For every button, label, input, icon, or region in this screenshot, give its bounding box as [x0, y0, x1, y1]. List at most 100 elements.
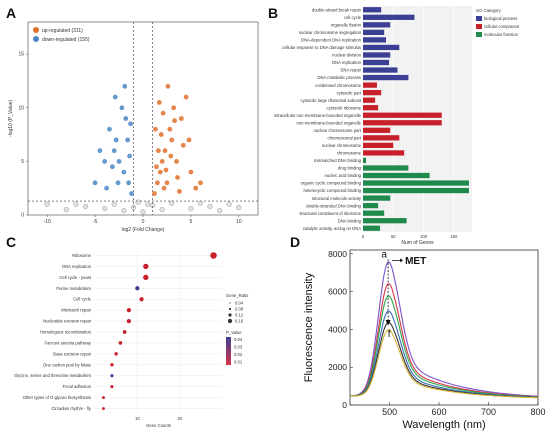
go-bar: [363, 14, 415, 20]
go-bar: [363, 187, 469, 194]
pathway-label: Purine metabolism: [56, 286, 91, 291]
x-tick-label: 20: [177, 416, 182, 421]
volcano-point: [156, 100, 162, 105]
pathway-label: Other types of O-glycan biosynthesis: [23, 395, 91, 400]
go-term-label: DNA replication: [332, 60, 362, 65]
color-legend-bar: [226, 337, 231, 365]
go-term-label: structural molecule activity: [312, 196, 362, 201]
volcano-point: [188, 169, 194, 175]
color-legend-label: 0.04: [234, 337, 243, 342]
go-bar: [363, 52, 391, 58]
go-bar: [363, 97, 376, 103]
volcano-point: [168, 153, 174, 159]
y-tick-label: 0: [21, 213, 24, 219]
x-tick-label: 50: [391, 234, 396, 239]
panel-letter-a: A: [6, 5, 16, 21]
go-term-label: drug binding: [338, 166, 362, 171]
legend-label: molecular function: [484, 32, 519, 37]
volcano-point: [157, 169, 163, 175]
kegg-dot: [139, 297, 144, 302]
x-tick-label: 500: [382, 407, 397, 417]
go-term-label: organic cyclic compound binding: [300, 181, 361, 186]
go-term-label: cytosolic large ribosomal subunit: [300, 98, 361, 103]
go-bar: [363, 74, 409, 81]
go-bar: [363, 59, 390, 66]
go-term-label: cytosolic part: [337, 90, 362, 95]
y-tick-label: 5: [21, 159, 24, 165]
go-term-label: double-stranded DNA binding: [306, 203, 361, 208]
spectrum-line: [349, 261, 539, 397]
go-bar: [363, 44, 400, 51]
volcano-point: [109, 164, 115, 170]
y-tick-label: 4000: [328, 324, 347, 334]
volcano-point: [135, 199, 141, 205]
volcano-point: [178, 116, 184, 121]
y-tick-label: 6000: [328, 287, 347, 297]
volcano-point: [188, 206, 194, 212]
color-legend-label: 0.02: [234, 352, 243, 357]
x-axis-label: Num of Genes: [401, 240, 434, 246]
x-tick-label: 600: [432, 407, 447, 417]
kegg-dot-plot: 10 20 Ribosome DNA replication Cell cycle - …: [14, 250, 249, 428]
go-term-label: chromosome: [337, 151, 362, 156]
x-tick-label: -10: [44, 219, 51, 225]
spectrum-line: [349, 329, 539, 399]
pathway-label: Circadian rhythm - fly: [51, 406, 91, 411]
volcano-point: [217, 208, 223, 214]
volcano-point: [155, 148, 161, 154]
volcano-point: [145, 201, 151, 207]
go-bar: [363, 142, 394, 149]
volcano-point: [126, 180, 132, 186]
size-legend-dot: [228, 313, 232, 317]
legend-marker: [33, 27, 39, 33]
volcano-point: [121, 208, 127, 214]
volcano-point: [111, 201, 117, 207]
size-legend-title: Gene_Ratio: [226, 293, 249, 298]
plot-frame: [27, 21, 259, 216]
volcano-point: [152, 191, 157, 196]
volcano-point: [154, 180, 160, 186]
go-bar: [363, 67, 398, 73]
go-term-label: heterocyclic compound binding: [304, 188, 362, 193]
volcano-point: [183, 94, 189, 100]
go-term-label: structural constituent of ribosome: [299, 211, 361, 216]
volcano-point: [128, 121, 133, 127]
go-bar: [363, 89, 382, 96]
volcano-point: [198, 180, 203, 186]
plot-frame: [349, 249, 539, 406]
volcano-point: [44, 201, 50, 207]
go-bar: [363, 120, 442, 126]
pathway-label: Nucleotide excision repair: [43, 319, 92, 324]
volcano-point: [172, 118, 178, 124]
go-bar: [363, 172, 430, 179]
x-axis-label: Gene Counts: [146, 423, 171, 428]
volcano-point: [119, 105, 125, 111]
kegg-dot: [135, 286, 140, 291]
go-bar: [363, 180, 469, 186]
volcano-point: [123, 116, 129, 121]
y-tick-label: 15: [18, 52, 24, 58]
volcano-point: [112, 94, 118, 100]
kegg-dot: [110, 363, 114, 367]
go-term-label: intracellular non-membrane-bounded organ…: [274, 113, 362, 118]
kegg-dot: [122, 330, 127, 334]
go-bar: [363, 202, 379, 209]
go-bar: [363, 112, 442, 118]
volcano-point: [161, 185, 167, 191]
go-bar: [363, 157, 367, 164]
volcano-point: [73, 201, 79, 207]
x-tick-label: 0: [362, 234, 365, 239]
go-bar: [363, 7, 382, 13]
x-tick-label: 700: [481, 407, 496, 417]
panel-letter-d: D: [290, 234, 300, 250]
x-tick-label: 0: [142, 219, 145, 225]
volcano-point: [107, 126, 112, 132]
x-axis-label: log2 (Fold Change): [122, 227, 165, 233]
pathway-label: Ribosome: [72, 253, 92, 258]
go-bar: [363, 105, 379, 111]
volcano-point: [102, 206, 108, 212]
legend-swatch: [476, 16, 482, 21]
